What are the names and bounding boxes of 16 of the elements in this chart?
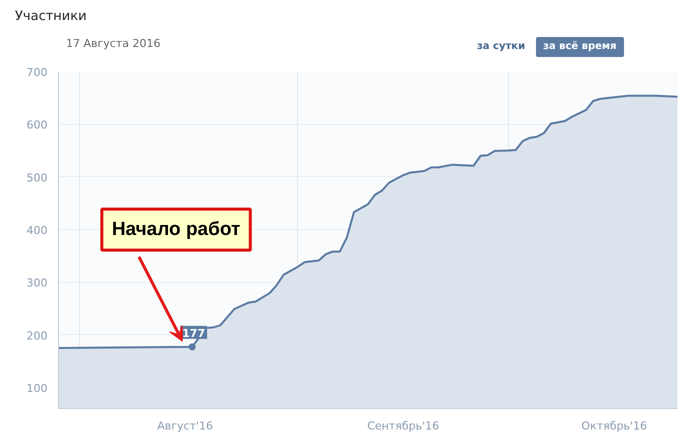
text: за всё время — [543, 40, 617, 54]
text: за сутки — [477, 40, 526, 54]
x-tick-label: Октябрь'16 — [581, 420, 648, 432]
y-tick-label: 500 — [26, 171, 48, 184]
y-tick-label: 400 — [26, 224, 48, 237]
chart-title: Участники — [15, 8, 87, 26]
y-tick-label: 600 — [26, 118, 48, 132]
y-tick-label: 700 — [26, 66, 48, 79]
y-tick-label: 100 — [26, 382, 48, 395]
annotation: Начало работ — [112, 219, 240, 240]
y-tick-label: 200 — [26, 329, 48, 342]
chart-subtitle: 17 Августа 2016 — [66, 36, 160, 52]
data-label: 177 — [182, 326, 206, 340]
y-tick-label: 300 — [26, 276, 48, 290]
x-tick-label: Август'16 — [157, 420, 214, 432]
x-tick-label: Сентябрь'16 — [367, 420, 440, 432]
